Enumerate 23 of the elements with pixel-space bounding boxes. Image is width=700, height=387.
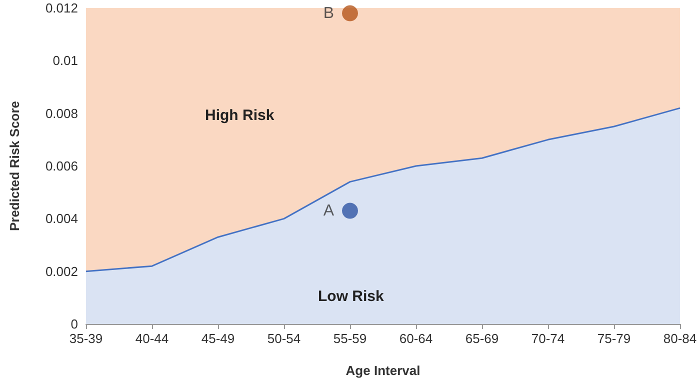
x-tick-label: 45-49 (201, 331, 235, 346)
x-tick-label: 35-39 (69, 331, 103, 346)
y-tick-label: 0.01 (52, 53, 78, 68)
y-tick-label: 0.008 (45, 106, 78, 121)
x-tick-label: 75-79 (597, 331, 631, 346)
x-tick-label: 65-69 (465, 331, 499, 346)
x-tick-label: 55-59 (333, 331, 367, 346)
series-label: A (323, 202, 334, 220)
x-axis-title: Age Interval (346, 363, 420, 378)
x-tick-label: 70-74 (531, 331, 565, 346)
y-tick-label: 0.012 (45, 0, 78, 16)
annotation: High Risk (205, 107, 275, 124)
x-tick-label: 50-54 (267, 331, 301, 346)
series-label: B (323, 4, 334, 22)
x-tick-label: 60-64 (399, 331, 433, 346)
y-tick-label: 0.004 (45, 211, 78, 226)
annotation: Low Risk (318, 288, 384, 305)
y-tick-label: 0.006 (45, 158, 78, 174)
x-tick-label: 40-44 (135, 331, 169, 346)
y-tick-label: 0.002 (45, 264, 78, 279)
y-tick-label: 0 (70, 316, 78, 332)
y-axis-title: Predicted Risk Score (7, 100, 22, 232)
x-tick-label: 80-84 (663, 331, 697, 346)
